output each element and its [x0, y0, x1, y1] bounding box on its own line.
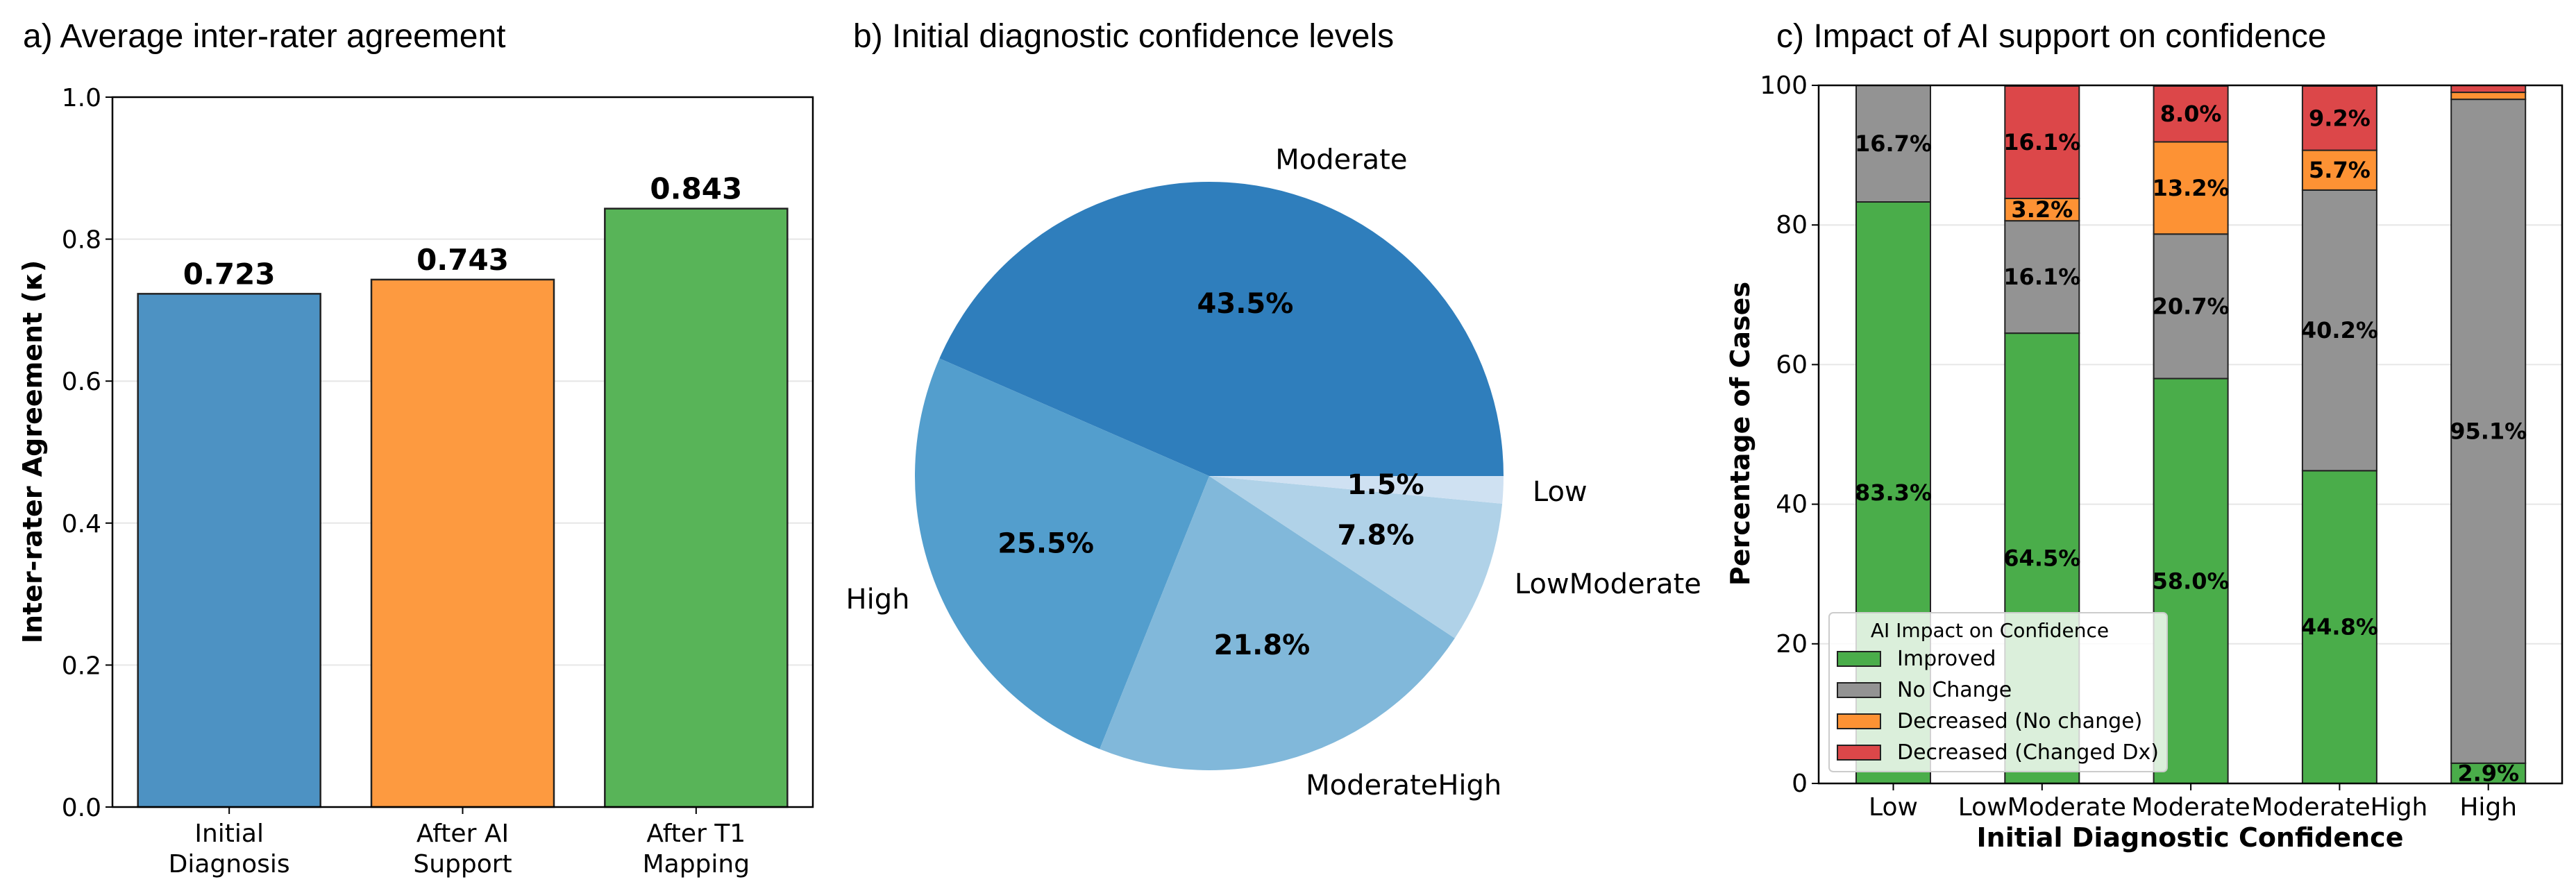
pie-slice-low: [1209, 476, 1504, 504]
pie-slice-lowmoderate: [1209, 476, 1503, 638]
panel-c-x-tick-label: Moderate: [2131, 793, 2250, 822]
panel-c-y-tick-label: 0: [1792, 770, 1808, 798]
panel-c-segment-label: 95.1%: [2450, 418, 2527, 444]
panel-a-bar: [370, 278, 555, 808]
panel-c-y-tick-label: 20: [1776, 630, 1808, 659]
panel-a-y-tick-label: 1.0: [62, 84, 101, 112]
panel-c-segment-label: 83.3%: [1855, 480, 1932, 506]
panel-c-bar-segment: [2450, 92, 2527, 101]
panel-a-y-tick-label: 0.6: [62, 368, 101, 396]
panel-c-segment-label: 16.1%: [2003, 129, 2080, 155]
panel-a-x-tick-label: Mapping: [643, 850, 750, 879]
panel-a-bar-chart: a) Average inter-rater agreement 0.723 0.…: [17, 18, 814, 879]
panel-c-bar-segment: [2153, 85, 2229, 143]
panel-c-x-tick-label: High: [2459, 793, 2517, 822]
pie-pct-label: 7.8%: [1337, 520, 1414, 552]
panel-a-x-tick-label: After T1: [646, 820, 746, 848]
panel-a-x-tick-label: Diagnosis: [169, 850, 290, 879]
legend-entry-label: Decreased (Changed Dx): [1897, 740, 2159, 765]
panel-c-segment-label: 5.7%: [2309, 157, 2371, 183]
panel-c-bar-segment: [2450, 99, 2527, 764]
panel-a-y-tick-label: 0.2: [62, 652, 101, 680]
panel-c-bar-segment: [2450, 85, 2527, 94]
panel-c-stacked-bar-chart: c) Impact of AI support on confidence 83…: [1725, 18, 2564, 853]
panel-c-bar-segment: [2004, 85, 2080, 199]
panel-c-segment-label: 58.0%: [2153, 568, 2230, 594]
legend-title: AI Impact on Confidence: [1871, 619, 2109, 642]
panel-c-y-tick-label: 100: [1760, 71, 1808, 100]
pie-slice-moderate: [939, 182, 1504, 476]
panel-a-y-tick-label: 0.4: [62, 510, 101, 538]
panel-c-y-tick-label: 60: [1776, 350, 1808, 379]
panel-c-bar-segment: [2153, 233, 2229, 380]
panel-c-x-tick-label: Low: [1869, 793, 1918, 822]
pie-category-label: High: [846, 584, 910, 616]
pie-pct-label: 1.5%: [1347, 469, 1424, 501]
pie-category-label: Low: [1533, 476, 1588, 508]
panel-b-title: b) Initial diagnostic confidence levels: [853, 18, 1394, 55]
pie-slice-high: [914, 358, 1209, 749]
panel-c-segment-label: 3.2%: [2011, 196, 2073, 223]
pie-slice-moderatehigh: [1100, 476, 1455, 770]
panel-c-y-axis-label: Percentage of Cases: [1725, 282, 1756, 586]
panel-a-x-tick-label: After AI: [416, 820, 509, 848]
legend-entry-label: Improved: [1897, 647, 1996, 671]
panel-a-bar: [137, 293, 321, 808]
pie-pct-label: 21.8%: [1213, 629, 1310, 661]
legend-entry-label: No Change: [1897, 678, 2012, 702]
panel-c-segment-label: 16.1%: [2003, 264, 2080, 290]
pie-category-label: Moderate: [1275, 144, 1407, 176]
pie-pct-label: 25.5%: [997, 528, 1094, 560]
panel-c-segment-label: 8.0%: [2160, 101, 2222, 127]
legend-swatch: [1837, 713, 1881, 729]
pie-pct-label: 43.5%: [1197, 288, 1294, 320]
panel-a-y-axis-label: Inter-rater Agreement (κ): [17, 260, 48, 643]
panel-a-value-label: 0.743: [416, 243, 509, 277]
panel-c-segment-label: 20.7%: [2153, 293, 2230, 319]
panel-c-bar-segment: [2301, 470, 2377, 784]
panel-a-value-label: 0.723: [183, 257, 276, 291]
legend-swatch: [1837, 651, 1881, 667]
panel-a-x-tick-label: Initial: [194, 820, 264, 848]
legend-box: [1828, 612, 2168, 772]
panel-c-x-tick-label: ModerateHigh: [2251, 793, 2427, 822]
panel-c-segment-label: 13.2%: [2153, 175, 2230, 201]
pie-category-label: ModerateHigh: [1306, 770, 1501, 801]
panel-c-title: c) Impact of AI support on confidence: [1776, 18, 2326, 55]
panel-a-x-tick-label: Support: [413, 850, 512, 879]
panel-c-legend: AI Impact on Confidence Improved No Change…: [1828, 612, 2168, 772]
panel-a-y-tick-label: 0.0: [62, 794, 101, 822]
panel-c-y-tick-label: 80: [1776, 211, 1808, 239]
panel-c-segment-label: 64.5%: [2003, 545, 2080, 572]
legend-swatch: [1837, 682, 1881, 698]
panel-c-segment-label: 9.2%: [2309, 105, 2371, 131]
panel-c-x-axis-label: Initial Diagnostic Confidence: [1977, 822, 2404, 853]
legend-entry-label: Decreased (No change): [1897, 709, 2142, 733]
panel-b-pie-chart: b) Initial diagnostic confidence levels …: [846, 18, 1701, 801]
panel-c-y-tick-label: 40: [1776, 491, 1808, 519]
panel-a-axes-frame: [111, 96, 814, 808]
panel-c-segment-label: 40.2%: [2301, 317, 2378, 343]
panel-a-y-tick-label: 0.8: [62, 226, 101, 255]
panel-c-bar-segment: [2301, 189, 2377, 472]
panel-c-segment-label: 2.9%: [2457, 760, 2519, 786]
pie-category-label: LowModerate: [1515, 568, 1701, 600]
panel-c-bar-segment: [2301, 149, 2377, 191]
panel-a-title: a) Average inter-rater agreement: [23, 18, 505, 55]
panel-c-axes-frame: [1817, 84, 2564, 785]
panel-c-segment-label: 16.7%: [1855, 130, 1932, 157]
panel-c-bar-segment: [2301, 85, 2377, 151]
panel-c-x-tick-label: LowModerate: [1958, 793, 2126, 822]
panel-c-bar-segment: [1855, 85, 1931, 203]
panel-a-value-label: 0.843: [650, 172, 742, 206]
legend-swatch: [1837, 745, 1881, 761]
panel-a-bar: [604, 207, 789, 808]
panel-c-segment-label: 44.8%: [2301, 614, 2378, 640]
panel-c-bar-segment: [2004, 220, 2080, 334]
